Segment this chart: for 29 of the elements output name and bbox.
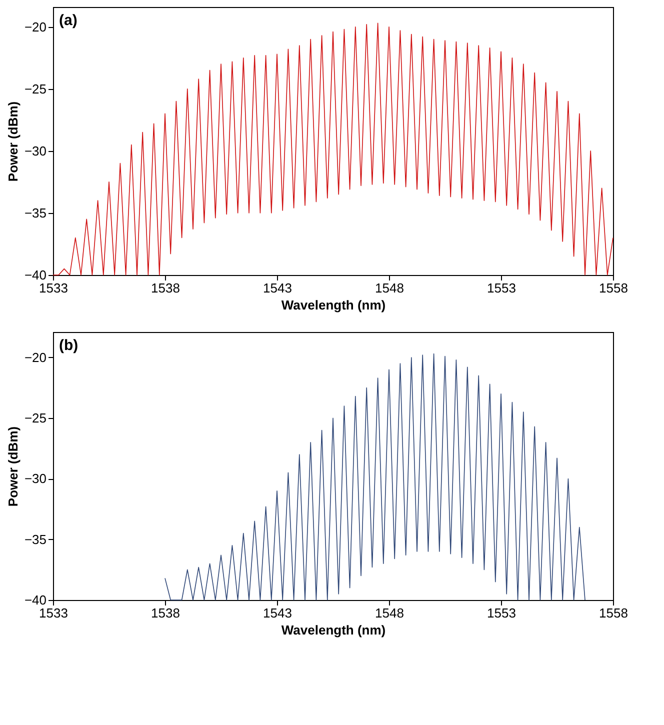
x-tick-label: 1548: [375, 606, 404, 620]
x-tick-label: 1533: [39, 280, 68, 296]
y-tick-label: −25: [24, 410, 46, 426]
x-tick-label: 1558: [599, 606, 628, 620]
x-axis-title: Wavelength (nm): [281, 298, 386, 312]
y-tick-label: −25: [24, 81, 46, 96]
x-tick-label: 1533: [39, 606, 68, 620]
annotation: (b): [59, 337, 78, 354]
x-tick-label: 1553: [487, 280, 516, 296]
y-tick-label: −40: [24, 592, 46, 608]
x-tick-label: 1538: [151, 606, 180, 620]
y-tick-label: −20: [24, 350, 46, 365]
x-tick-label: 1538: [151, 280, 180, 296]
x-tick-label: 1543: [263, 280, 292, 296]
x-axis-title: Wavelength (nm): [281, 622, 386, 638]
x-tick-label: 1553: [487, 606, 516, 620]
y-tick-label: −30: [24, 143, 46, 158]
x-tick-label: 1543: [263, 606, 292, 620]
y-tick-label: −35: [24, 532, 46, 547]
x-tick-label: 1558: [599, 280, 628, 296]
y-tick-label: −35: [24, 205, 46, 220]
annotation: (a): [59, 12, 78, 29]
y-tick-label: −30: [24, 471, 46, 486]
y-tick-label: −40: [24, 268, 46, 282]
x-tick-label: 1548: [375, 280, 404, 296]
y-tick-label: −20: [24, 19, 46, 34]
y-axis-title: Power (dBm): [5, 101, 20, 182]
y-axis-title: Power (dBm): [5, 426, 20, 507]
line-series: [164, 353, 586, 600]
